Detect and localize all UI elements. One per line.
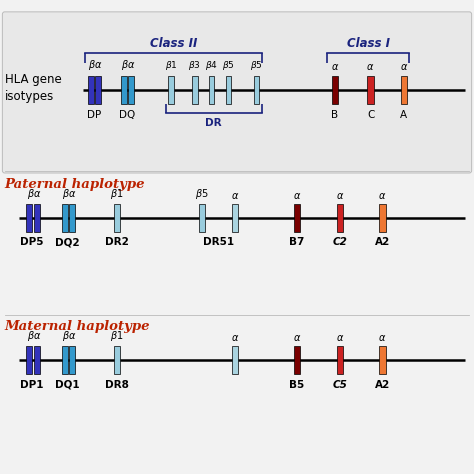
Text: $\alpha$: $\alpha$ bbox=[231, 333, 239, 343]
Text: $\alpha$: $\alpha$ bbox=[378, 191, 387, 201]
Text: B5: B5 bbox=[290, 380, 305, 390]
Text: $\beta$3: $\beta$3 bbox=[189, 59, 201, 72]
Text: A2: A2 bbox=[375, 380, 390, 390]
Bar bbox=[337, 346, 343, 374]
Text: $\beta\alpha$: $\beta\alpha$ bbox=[62, 328, 77, 343]
Text: A2: A2 bbox=[375, 237, 390, 247]
Text: $\beta$5: $\beta$5 bbox=[195, 186, 209, 201]
Text: B7: B7 bbox=[290, 237, 305, 247]
Text: C: C bbox=[367, 110, 374, 120]
Text: $\beta\alpha$: $\beta\alpha$ bbox=[121, 58, 136, 72]
Text: DQ1: DQ1 bbox=[55, 380, 80, 390]
Text: $\beta$1: $\beta$1 bbox=[110, 328, 124, 343]
Bar bbox=[332, 76, 338, 104]
Bar bbox=[226, 76, 231, 104]
Text: B: B bbox=[331, 110, 338, 120]
Text: $\alpha$: $\alpha$ bbox=[293, 333, 301, 343]
Text: $\beta$5: $\beta$5 bbox=[222, 59, 235, 72]
Text: DP5: DP5 bbox=[20, 237, 44, 247]
Text: $\beta$4: $\beta$4 bbox=[205, 59, 218, 72]
Bar bbox=[232, 346, 238, 374]
Bar bbox=[337, 204, 343, 232]
Text: $\beta\alpha$: $\beta\alpha$ bbox=[88, 58, 103, 72]
Bar bbox=[26, 204, 32, 232]
Bar bbox=[367, 76, 374, 104]
Text: $\alpha$: $\alpha$ bbox=[366, 62, 375, 72]
Text: DR8: DR8 bbox=[105, 380, 129, 390]
Bar bbox=[62, 346, 68, 374]
Text: DQ2: DQ2 bbox=[55, 237, 80, 247]
Text: $\alpha$: $\alpha$ bbox=[336, 333, 344, 343]
Text: $\beta$5: $\beta$5 bbox=[250, 59, 263, 72]
Bar bbox=[294, 204, 301, 232]
Text: DR2: DR2 bbox=[105, 237, 129, 247]
Text: $\beta\alpha$: $\beta\alpha$ bbox=[27, 186, 41, 201]
Bar bbox=[95, 76, 101, 104]
Text: DR51: DR51 bbox=[203, 237, 234, 247]
Bar bbox=[128, 76, 135, 104]
Bar bbox=[26, 346, 32, 374]
Text: DQ: DQ bbox=[119, 110, 135, 120]
Bar bbox=[254, 76, 259, 104]
Text: Class II: Class II bbox=[150, 37, 197, 50]
Text: Paternal haplotype: Paternal haplotype bbox=[5, 178, 145, 191]
Bar bbox=[69, 346, 75, 374]
Bar bbox=[34, 346, 40, 374]
Text: DP: DP bbox=[87, 110, 101, 120]
Text: $\alpha$: $\alpha$ bbox=[231, 191, 239, 201]
Text: $\beta$1: $\beta$1 bbox=[165, 59, 177, 72]
Text: DR: DR bbox=[205, 118, 222, 128]
Bar bbox=[232, 204, 238, 232]
Text: C5: C5 bbox=[332, 380, 347, 390]
Bar bbox=[88, 76, 94, 104]
Text: $\alpha$: $\alpha$ bbox=[400, 62, 408, 72]
Text: $\alpha$: $\alpha$ bbox=[331, 62, 339, 72]
Bar bbox=[114, 346, 120, 374]
Text: $\beta$1: $\beta$1 bbox=[110, 186, 124, 201]
Text: Maternal haplotype: Maternal haplotype bbox=[5, 320, 150, 333]
Text: HLA gene
isotypes: HLA gene isotypes bbox=[5, 73, 62, 103]
Text: C2: C2 bbox=[332, 237, 347, 247]
Text: $\beta\alpha$: $\beta\alpha$ bbox=[62, 186, 77, 201]
Text: $\alpha$: $\alpha$ bbox=[336, 191, 344, 201]
Bar bbox=[294, 346, 301, 374]
Bar bbox=[168, 76, 174, 104]
Text: Class I: Class I bbox=[346, 37, 390, 50]
Bar bbox=[69, 204, 75, 232]
Text: DP1: DP1 bbox=[20, 380, 44, 390]
Bar bbox=[401, 76, 407, 104]
Text: $\alpha$: $\alpha$ bbox=[293, 191, 301, 201]
Bar bbox=[209, 76, 214, 104]
Bar bbox=[121, 76, 127, 104]
Bar bbox=[192, 76, 198, 104]
FancyBboxPatch shape bbox=[2, 12, 472, 173]
Bar bbox=[199, 204, 205, 232]
Bar bbox=[34, 204, 40, 232]
Text: $\alpha$: $\alpha$ bbox=[378, 333, 387, 343]
Bar bbox=[62, 204, 68, 232]
Bar bbox=[114, 204, 120, 232]
Text: $\beta\alpha$: $\beta\alpha$ bbox=[27, 328, 41, 343]
Bar bbox=[379, 346, 386, 374]
Text: A: A bbox=[400, 110, 407, 120]
Bar bbox=[379, 204, 386, 232]
